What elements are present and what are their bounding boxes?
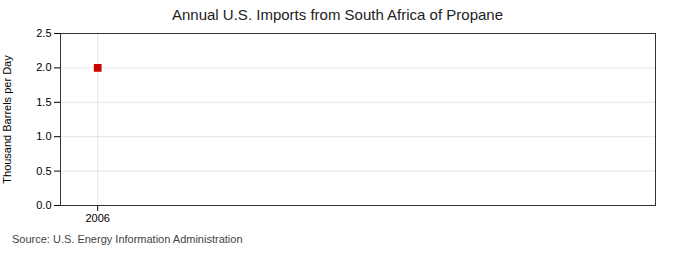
svg-text:Thousand Barrels per Day: Thousand Barrels per Day [1, 55, 13, 184]
svg-text:0.0: 0.0 [36, 199, 51, 211]
svg-text:1.5: 1.5 [36, 96, 51, 108]
svg-text:2006: 2006 [85, 212, 109, 224]
svg-text:2.0: 2.0 [36, 61, 51, 73]
svg-text:1.0: 1.0 [36, 130, 51, 142]
svg-text:2.5: 2.5 [36, 27, 51, 39]
html-text:Annual U.S. Imports from South: Annual U.S. Imports from South Africa of… [172, 6, 503, 23]
html-text:Source: U.S. Energy Informatio: Source: U.S. Energy Information Administ… [12, 233, 243, 245]
svg-text:0.5: 0.5 [36, 165, 51, 177]
